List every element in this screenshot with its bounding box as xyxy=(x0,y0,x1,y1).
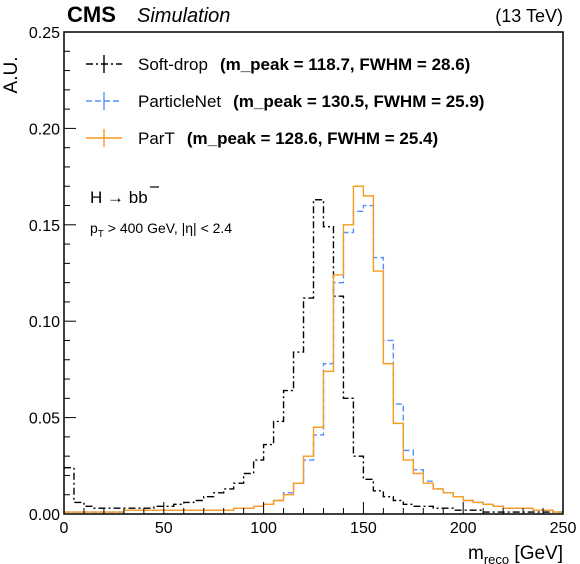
x-axis-title: mreco [GeV] xyxy=(468,543,563,564)
x-tick-label: 200 xyxy=(450,520,477,537)
y-tick-label: 0.15 xyxy=(29,218,60,235)
histogram-line xyxy=(64,199,563,513)
x-axis: 0 50 100 150 200 250 xyxy=(60,502,577,537)
energy-label: (13 TeV) xyxy=(495,6,563,26)
legend-stats: (m_peak = 130.5, FWHM = 25.9) xyxy=(233,92,484,111)
legend-stats: (m_peak = 128.6, FWHM = 25.4) xyxy=(187,129,438,148)
x-tick-label: 150 xyxy=(350,520,377,537)
histogram-line xyxy=(64,185,563,513)
x-tick-label: 50 xyxy=(155,520,173,537)
series-part xyxy=(64,185,563,513)
x-tick-label: 100 xyxy=(250,520,277,537)
process-label: H → bb xyxy=(90,188,148,207)
legend-label: ParT xyxy=(138,129,175,148)
y-tick-label: 0.10 xyxy=(29,314,60,331)
legend-entry: ParticleNet (m_peak = 130.5, FWHM = 25.9) xyxy=(86,92,484,111)
legend-entry: ParT (m_peak = 128.6, FWHM = 25.4) xyxy=(86,129,438,148)
series-soft-drop xyxy=(64,199,563,513)
kinematic-cuts: pT > 400 GeV, |η| < 2.4 xyxy=(90,220,232,240)
legend-label: ParticleNet xyxy=(138,92,221,111)
legend: Soft-drop (m_peak = 118.7, FWHM = 28.6) Pa… xyxy=(86,55,484,148)
y-tick-label: 0.00 xyxy=(29,507,60,524)
y-tick-label: 0.25 xyxy=(29,25,60,42)
plot-frame xyxy=(63,31,564,515)
legend-label: Soft-drop xyxy=(138,55,208,74)
y-tick-label: 0.05 xyxy=(29,411,60,428)
x-tick-label: 0 xyxy=(60,520,69,537)
legend-stats: (m_peak = 118.7, FWHM = 28.6) xyxy=(220,55,470,74)
y-axis-title: A.U. xyxy=(1,57,22,94)
histogram-series xyxy=(64,185,563,513)
legend-entry: Soft-drop (m_peak = 118.7, FWHM = 28.6) xyxy=(86,55,470,74)
y-axis: 0.00 0.05 0.10 0.15 0.20 0.25 xyxy=(29,25,76,524)
x-tick-label: 250 xyxy=(550,520,577,537)
simulation-tag: Simulation xyxy=(137,5,230,27)
experiment-label: CMS xyxy=(67,2,116,27)
y-tick-label: 0.20 xyxy=(29,121,60,138)
